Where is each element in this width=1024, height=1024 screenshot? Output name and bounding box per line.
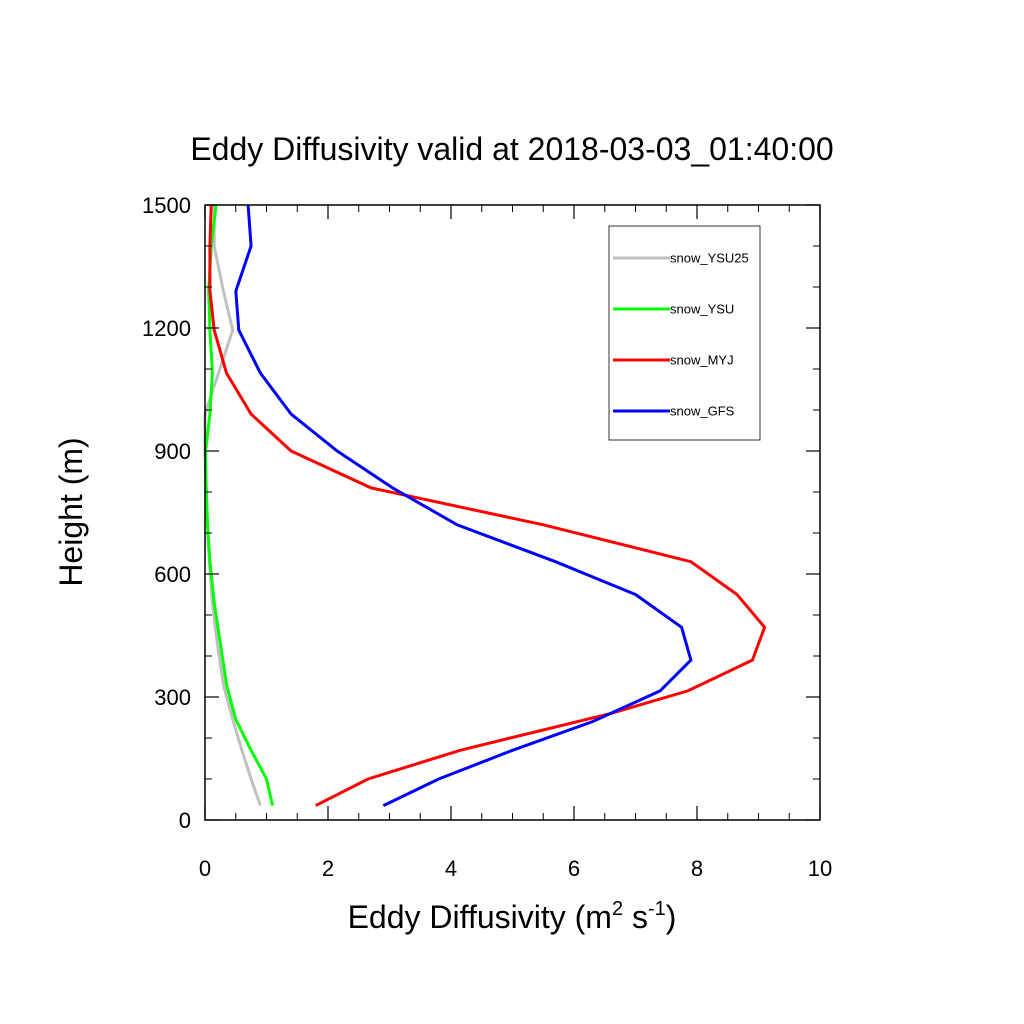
x-tick-label: 0 — [199, 856, 211, 881]
y-tick-label: 300 — [154, 685, 191, 710]
legend-label-snow_GFS: snow_GFS — [670, 404, 735, 419]
y-tick-label: 1500 — [142, 193, 191, 218]
y-axis-label: Height (m) — [53, 437, 89, 586]
legend-label-snow_YSU25: snow_YSU25 — [670, 251, 749, 266]
y-tick-label: 600 — [154, 562, 191, 587]
legend-label-snow_YSU: snow_YSU — [670, 302, 734, 317]
x-axis-label-end: ) — [666, 899, 677, 935]
x-axis-label-sup2: -1 — [648, 898, 666, 920]
y-tick-label: 0 — [179, 808, 191, 833]
x-tick-label: 4 — [445, 856, 457, 881]
legend: snow_YSU25 snow_YSU snow_MYJ snow_GFS — [609, 226, 760, 440]
x-tick-label: 8 — [691, 856, 703, 881]
legend-label-snow_MYJ: snow_MYJ — [670, 353, 734, 368]
x-tick-label: 6 — [568, 856, 580, 881]
x-axis-label-mid: s — [623, 899, 648, 935]
x-axis-label: Eddy Diffusivity (m2 s-1) — [348, 898, 677, 935]
x-tick-label: 2 — [322, 856, 334, 881]
x-tick-label: 10 — [808, 856, 832, 881]
chart-title: Eddy Diffusivity valid at 2018-03-03_01:… — [190, 131, 833, 167]
y-tick-label: 900 — [154, 439, 191, 464]
x-axis-label-main: Eddy Diffusivity (m — [348, 899, 612, 935]
y-tick-label: 1200 — [142, 316, 191, 341]
x-axis-label-sup1: 2 — [612, 898, 623, 920]
